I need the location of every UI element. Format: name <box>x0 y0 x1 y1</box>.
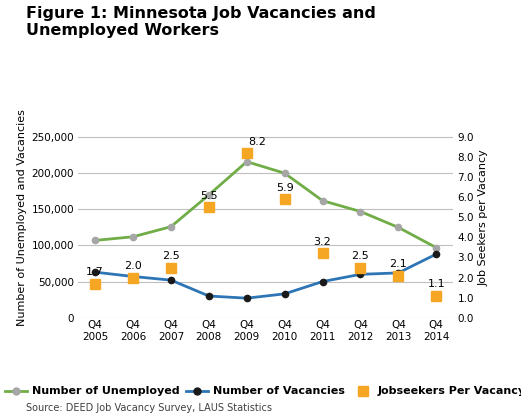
Text: 5.9: 5.9 <box>276 183 293 193</box>
Text: 2.5: 2.5 <box>352 251 369 261</box>
Text: Source: DEED Job Vacancy Survey, LAUS Statistics: Source: DEED Job Vacancy Survey, LAUS St… <box>26 403 272 413</box>
Text: 1.1: 1.1 <box>427 279 445 289</box>
Y-axis label: Number of Unemployed and Vacancies: Number of Unemployed and Vacancies <box>17 109 27 326</box>
Text: 2.1: 2.1 <box>390 259 407 269</box>
Text: 5.5: 5.5 <box>200 191 218 201</box>
Text: Unemployed Workers: Unemployed Workers <box>26 23 219 38</box>
Text: 2.5: 2.5 <box>162 251 180 261</box>
Text: Figure 1: Minnesota Job Vacancies and: Figure 1: Minnesota Job Vacancies and <box>26 6 376 21</box>
Text: 2.0: 2.0 <box>124 261 142 271</box>
Legend: Number of Unemployed, Number of Vacancies, Jobseekers Per Vacancy: Number of Unemployed, Number of Vacancie… <box>5 386 521 396</box>
Text: 8.2: 8.2 <box>249 137 266 147</box>
Text: 1.7: 1.7 <box>86 267 104 277</box>
Text: 3.2: 3.2 <box>314 237 331 247</box>
Y-axis label: Job Seekers per Vacancy: Job Seekers per Vacancy <box>478 149 488 286</box>
